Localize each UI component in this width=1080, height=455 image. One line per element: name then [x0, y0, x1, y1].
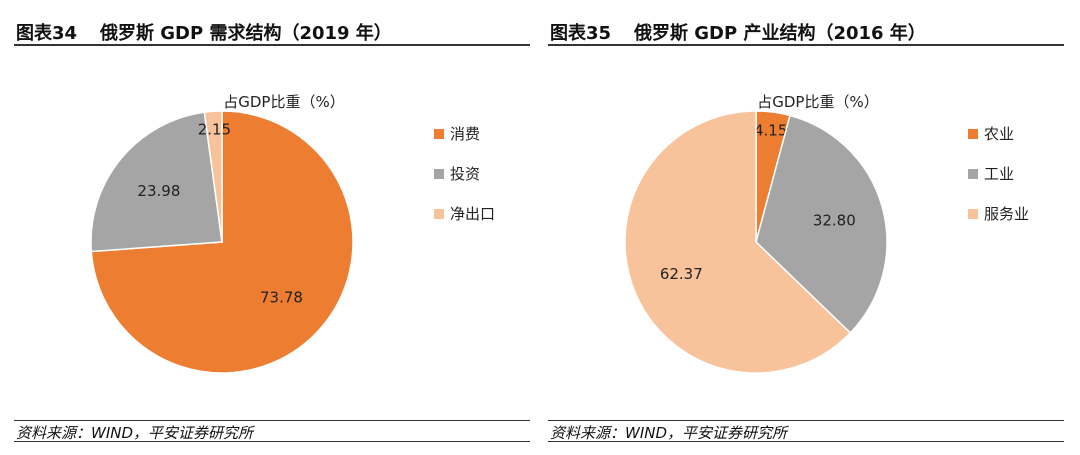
figure-label: 图表34: [16, 23, 78, 44]
data-label: 4.15: [754, 121, 787, 139]
chart-title: 占GDP比重（%）: [757, 93, 878, 111]
legend-swatch: [434, 209, 444, 219]
figure-title: 俄罗斯 GDP 产业结构（2016 年）: [634, 23, 926, 44]
legend-label: 农业: [984, 125, 1014, 143]
legend-label: 服务业: [984, 205, 1029, 223]
data-label: 62.37: [660, 265, 703, 283]
legend-label: 工业: [984, 165, 1014, 183]
legend-swatch: [968, 129, 978, 139]
legend-label: 投资: [450, 165, 480, 183]
chart-panel-right: 图表35 俄罗斯 GDP 产业结构（2016 年） 占GDP比重（%） 4.15 3…: [548, 0, 1064, 455]
source-note: 资料来源：WIND，平安证券研究所: [16, 424, 254, 442]
data-label: 23.98: [137, 182, 180, 200]
pie-slice-3: [624, 110, 852, 374]
pie-slice-2: [755, 114, 888, 334]
chart-panel-left: 图表34 俄罗斯 GDP 需求结构（2019 年） 占GDP比重（%） 73.78…: [14, 0, 530, 455]
legend-label: 净出口: [450, 205, 495, 223]
legend-swatch: [968, 169, 978, 179]
data-label: 73.78: [260, 288, 303, 306]
source-footer: 资料来源：WIND，平安证券研究所: [548, 420, 1064, 442]
data-label: 2.15: [198, 121, 231, 139]
figure-label: 图表35: [550, 23, 612, 44]
source-footer: 资料来源：WIND，平安证券研究所: [14, 420, 530, 442]
pie-slice-3: [203, 110, 223, 243]
chart-title: 占GDP比重（%）: [223, 93, 344, 111]
figure-header: 图表34 俄罗斯 GDP 需求结构（2019 年）: [14, 14, 530, 46]
legend-swatch: [434, 129, 444, 139]
figure-header: 图表35 俄罗斯 GDP 产业结构（2016 年）: [548, 14, 1064, 46]
legend-label: 消费: [450, 125, 480, 143]
pie-slice-2: [90, 111, 223, 253]
figure-title: 俄罗斯 GDP 需求结构（2019 年）: [100, 23, 392, 44]
source-note: 资料来源：WIND，平安证券研究所: [550, 424, 788, 442]
legend-swatch: [968, 209, 978, 219]
legend-swatch: [434, 169, 444, 179]
data-label: 32.80: [813, 211, 856, 229]
